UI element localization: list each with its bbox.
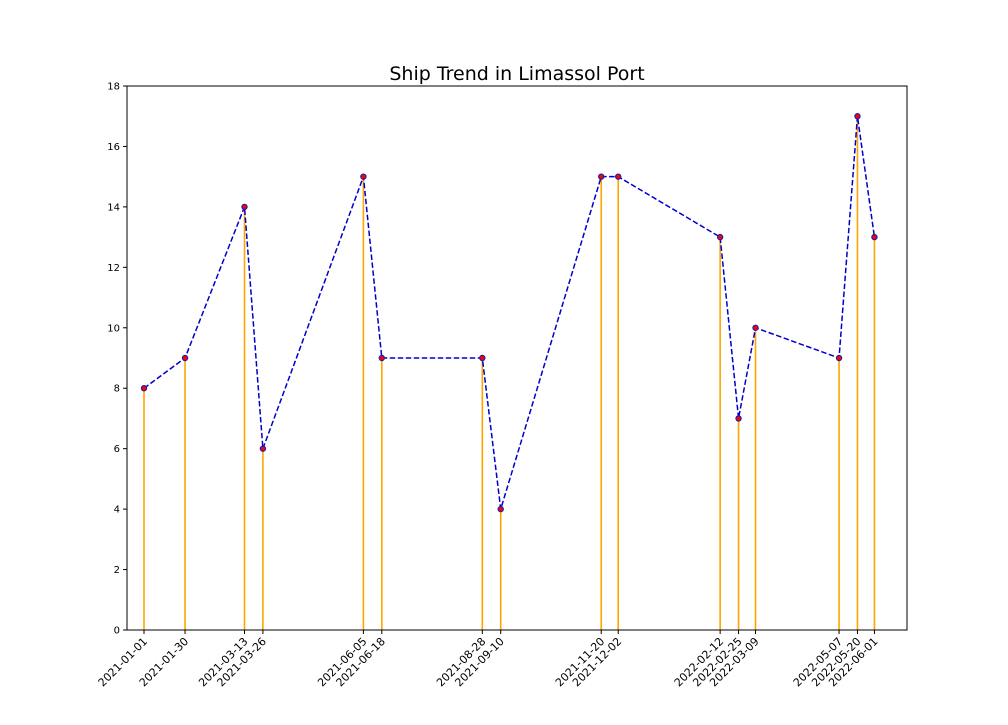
y-tick-label: 12 [107, 263, 120, 274]
data-point [871, 233, 878, 241]
data-point [615, 173, 622, 180]
data-point [497, 505, 504, 513]
data-point [140, 385, 148, 392]
data-point [752, 324, 759, 331]
y-tick-label: 16 [107, 142, 120, 153]
plot-frame [126, 85, 908, 631]
data-point [716, 233, 724, 241]
stems-layer [143, 116, 876, 630]
data-point [378, 354, 386, 362]
data-point [835, 354, 843, 362]
y-tick-label: 18 [107, 82, 120, 93]
y-tick-label: 6 [114, 444, 120, 455]
y-tick-label: 10 [107, 323, 120, 334]
y-tick-label: 4 [114, 505, 120, 516]
data-point [735, 415, 742, 422]
data-point [479, 354, 486, 362]
data-point [598, 173, 605, 180]
data-point [360, 173, 367, 180]
series-line [143, 116, 876, 510]
chart-title: Ship Trend in Limassol Port [389, 63, 644, 85]
markers-layer [140, 113, 878, 513]
data-point [259, 445, 267, 452]
y-tick-label: 0 [114, 626, 120, 637]
y-tick-label: 2 [114, 565, 120, 576]
data-point [181, 354, 189, 362]
data-point [241, 203, 248, 211]
y-tick-label: 14 [107, 202, 120, 213]
data-point [854, 113, 861, 120]
line-layer [143, 116, 876, 510]
y-axis: 0 2 4 6 8 10 12 14 16 18 [107, 82, 127, 637]
y-tick-label: 8 [114, 384, 120, 395]
